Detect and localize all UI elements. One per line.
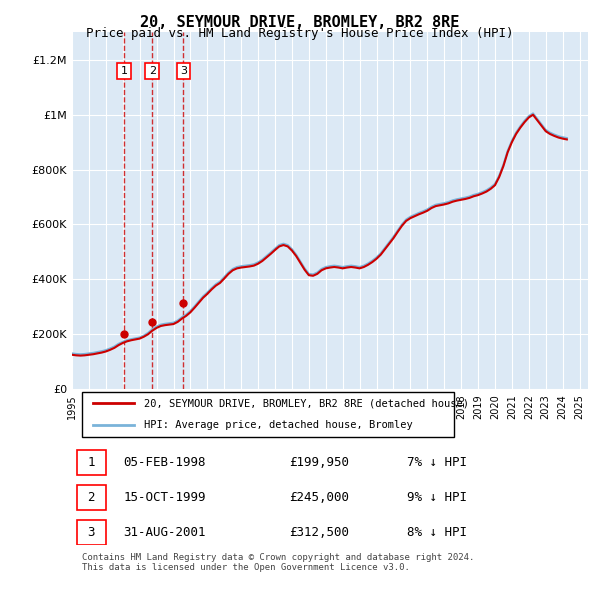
Text: 31-AUG-2001: 31-AUG-2001	[124, 526, 206, 539]
Text: 2: 2	[149, 66, 156, 76]
Text: 1: 1	[88, 456, 95, 469]
Text: 8% ↓ HPI: 8% ↓ HPI	[407, 526, 467, 539]
Text: 3: 3	[88, 526, 95, 539]
FancyBboxPatch shape	[77, 520, 106, 545]
Text: 20, SEYMOUR DRIVE, BROMLEY, BR2 8RE (detached house): 20, SEYMOUR DRIVE, BROMLEY, BR2 8RE (det…	[144, 398, 469, 408]
Text: Price paid vs. HM Land Registry's House Price Index (HPI): Price paid vs. HM Land Registry's House …	[86, 27, 514, 40]
Text: 15-OCT-1999: 15-OCT-1999	[124, 491, 206, 504]
Text: HPI: Average price, detached house, Bromley: HPI: Average price, detached house, Brom…	[144, 420, 413, 430]
FancyBboxPatch shape	[77, 450, 106, 475]
Text: 9% ↓ HPI: 9% ↓ HPI	[407, 491, 467, 504]
Text: £312,500: £312,500	[289, 526, 349, 539]
Text: Contains HM Land Registry data © Crown copyright and database right 2024.
This d: Contains HM Land Registry data © Crown c…	[82, 553, 475, 572]
Text: 3: 3	[180, 66, 187, 76]
Text: 2: 2	[88, 491, 95, 504]
Text: 05-FEB-1998: 05-FEB-1998	[124, 456, 206, 469]
FancyBboxPatch shape	[82, 392, 454, 437]
Text: 1: 1	[121, 66, 128, 76]
FancyBboxPatch shape	[77, 485, 106, 510]
Text: £245,000: £245,000	[289, 491, 349, 504]
Text: £199,950: £199,950	[289, 456, 349, 469]
Text: 7% ↓ HPI: 7% ↓ HPI	[407, 456, 467, 469]
Text: 20, SEYMOUR DRIVE, BROMLEY, BR2 8RE: 20, SEYMOUR DRIVE, BROMLEY, BR2 8RE	[140, 15, 460, 30]
